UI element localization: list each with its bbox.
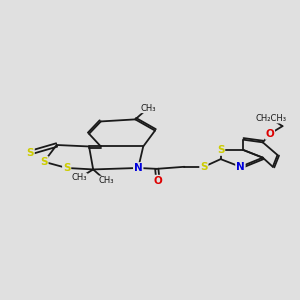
Text: N: N: [236, 162, 245, 172]
Text: N: N: [134, 163, 142, 173]
Text: S: S: [63, 163, 70, 173]
Text: S: S: [217, 145, 224, 155]
Text: S: S: [40, 157, 48, 167]
Text: CH₃: CH₃: [140, 104, 156, 113]
Text: CH₃: CH₃: [72, 173, 87, 182]
Text: O: O: [266, 129, 274, 139]
Text: O: O: [154, 176, 162, 186]
Text: S: S: [200, 162, 208, 172]
Text: S: S: [26, 148, 34, 158]
Text: CH₃: CH₃: [98, 176, 114, 185]
Text: CH₂CH₃: CH₂CH₃: [255, 114, 286, 123]
